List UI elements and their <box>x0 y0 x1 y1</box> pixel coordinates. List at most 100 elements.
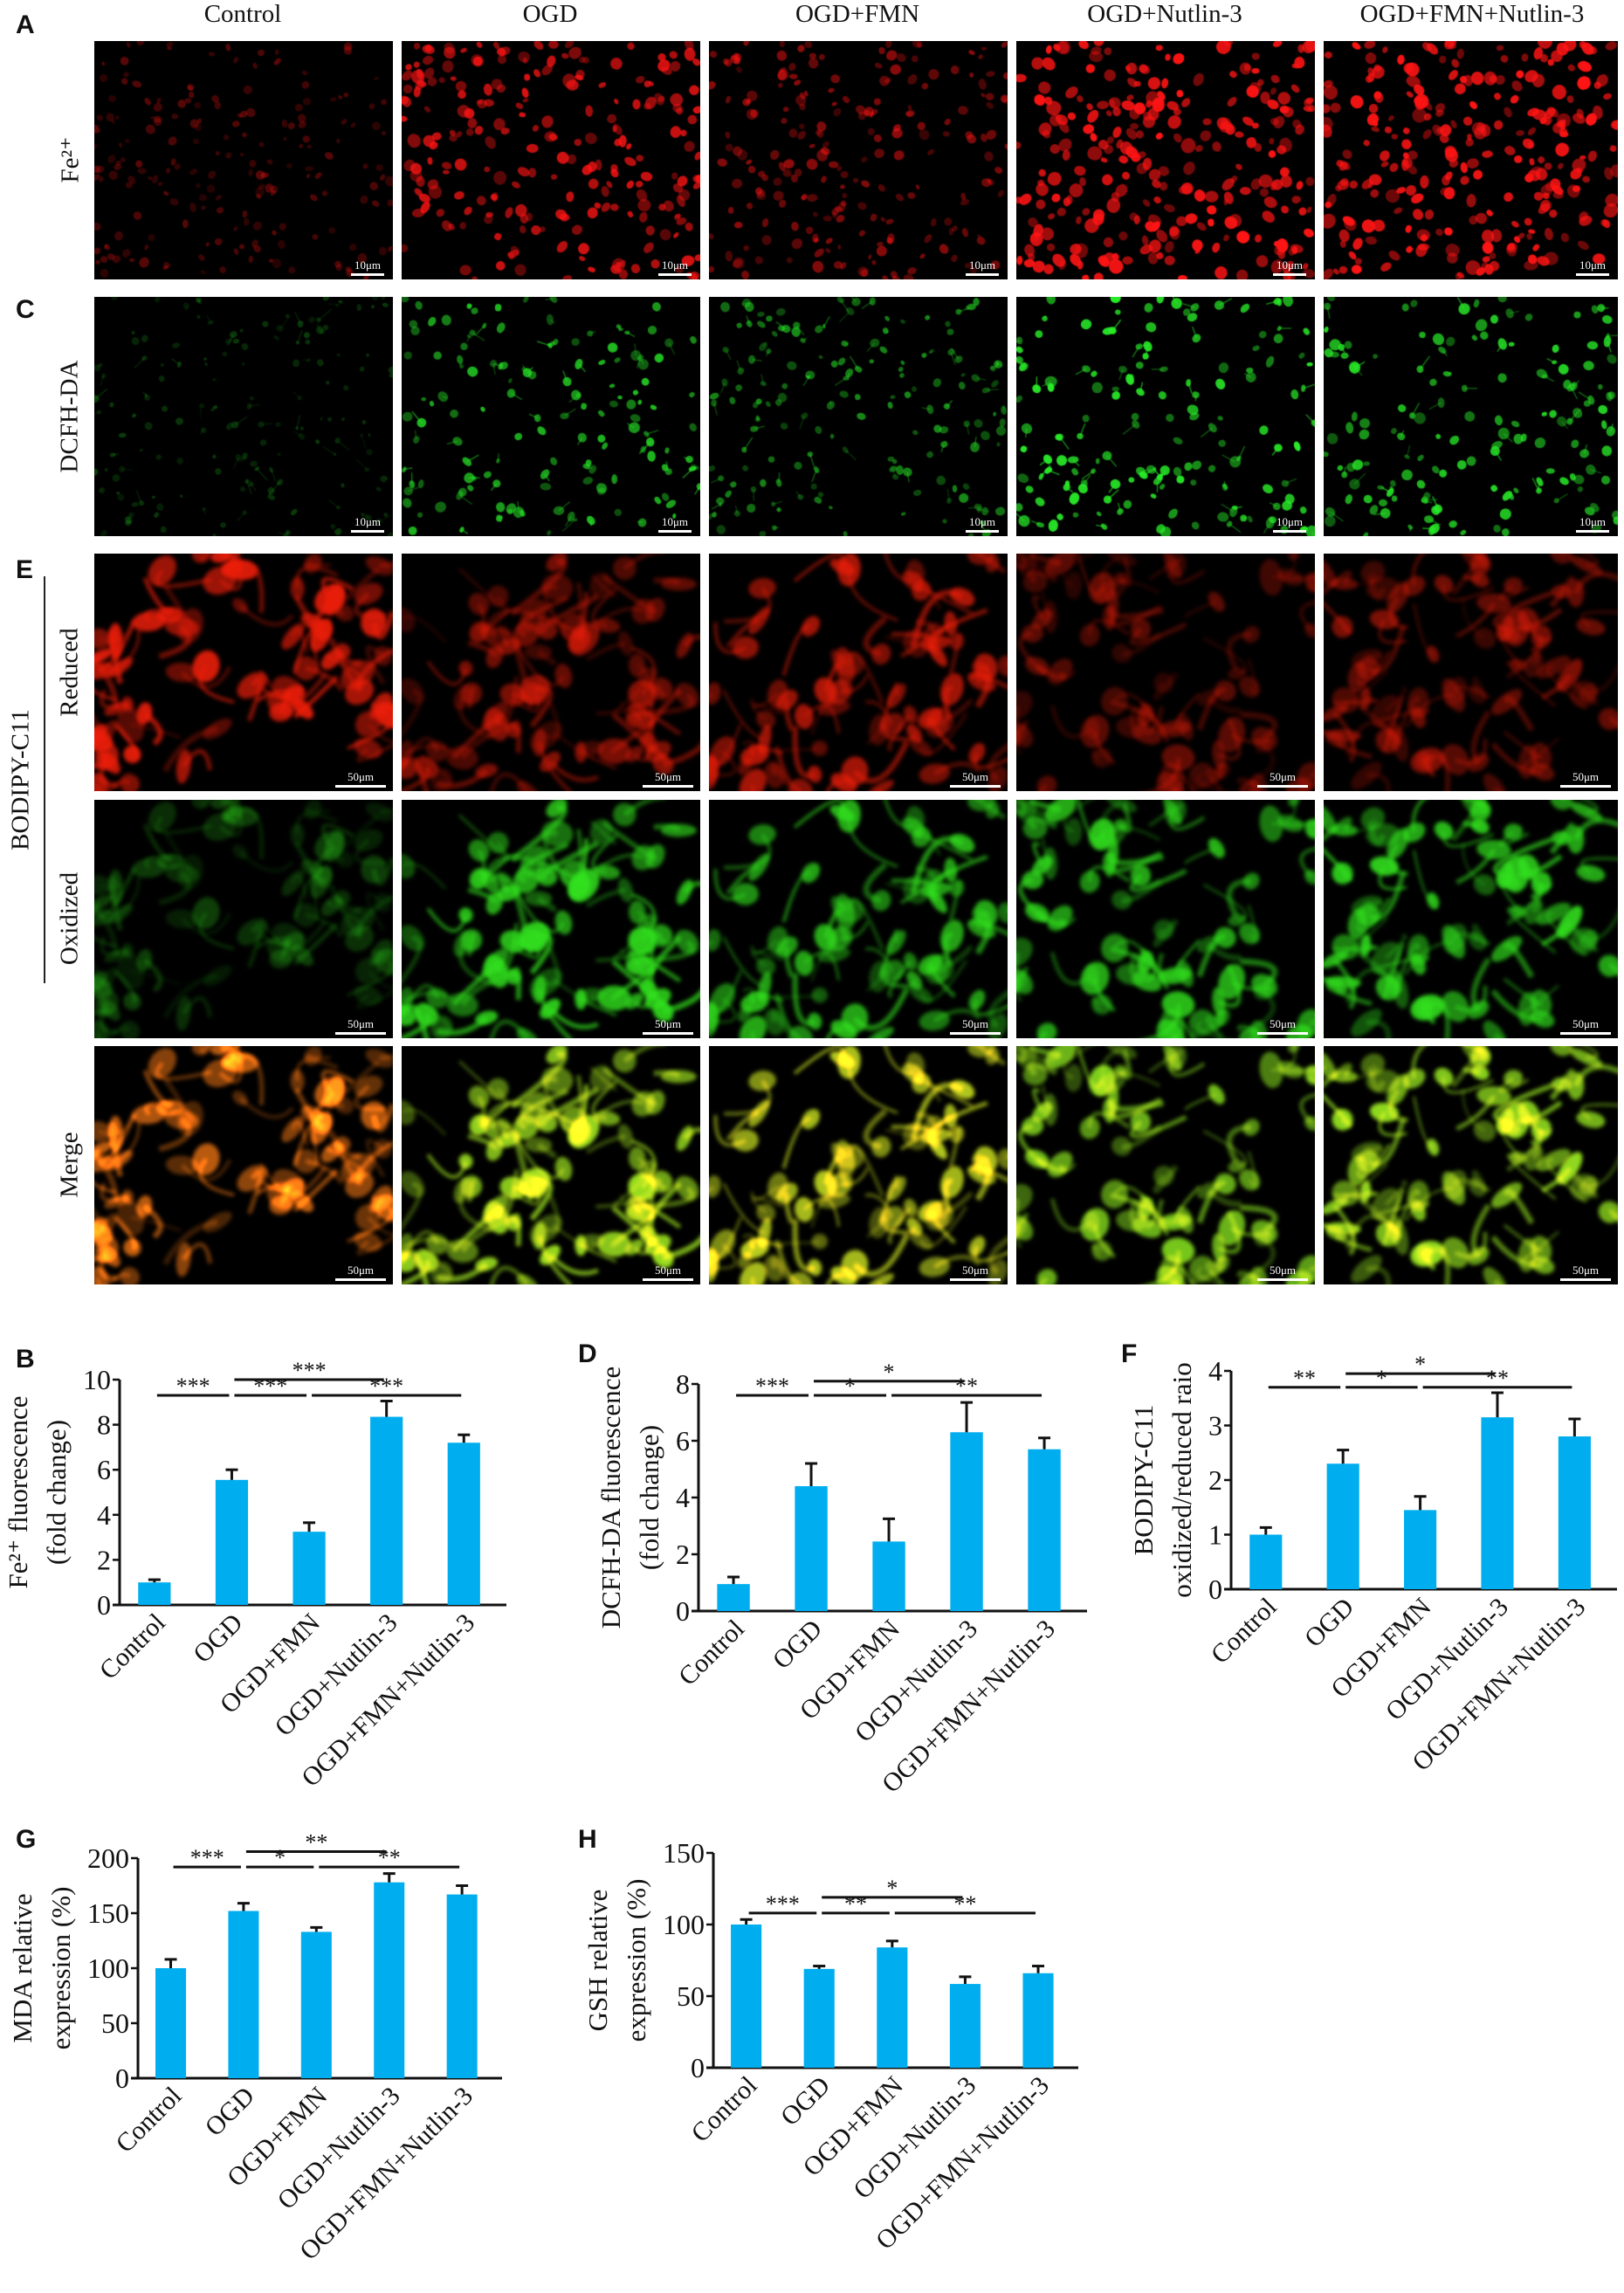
y-axis-label: BODIPY-C11 <box>1128 1405 1159 1556</box>
y-tick-label: 0 <box>97 1589 111 1621</box>
y-axis-label: MDA relative <box>7 1893 38 2042</box>
y-axis-label: oxidized/reduced raio <box>1166 1362 1197 1597</box>
y-axis-label: expression (%) <box>621 1879 651 2042</box>
significance-label: ** <box>378 1845 401 1870</box>
significance-label: * <box>884 1360 895 1385</box>
micrograph-oxidized-0 <box>94 800 393 1038</box>
scale-bar-label: 10μm <box>1579 515 1607 528</box>
scale-bar-line <box>1257 785 1308 788</box>
y-tick-label: 0 <box>676 1595 690 1627</box>
micrograph-merge-4 <box>1324 1046 1618 1284</box>
scale-bar: 10μm <box>966 258 999 276</box>
micrograph-reduced-3 <box>1016 554 1315 791</box>
y-tick-label: 50 <box>677 1980 705 2012</box>
significance-label: *** <box>253 1374 287 1399</box>
y-tick-label: 100 <box>87 1952 129 1984</box>
scale-bar-label: 50μm <box>1269 1017 1297 1030</box>
micrograph-merge-2 <box>709 1046 1008 1284</box>
scale-bar-line <box>643 1278 693 1281</box>
column-header-ogd: OGD <box>522 0 578 28</box>
bar <box>292 1532 326 1605</box>
y-axis-label: Fe²⁺ fluorescence <box>3 1395 33 1588</box>
significance-label: ** <box>844 1891 867 1917</box>
category-label: OGD <box>188 1608 248 1669</box>
scale-bar-label: 50μm <box>1269 1264 1297 1277</box>
y-tick-label: 0 <box>691 2052 705 2083</box>
panel-letter-d: D <box>578 1339 597 1368</box>
significance-label: *** <box>292 1358 327 1383</box>
scale-bar-line <box>1560 1032 1611 1035</box>
scale-bar-line <box>335 785 386 788</box>
y-axis-label: (fold change) <box>634 1425 664 1570</box>
bar <box>1028 1449 1061 1611</box>
significance-label: *** <box>755 1374 789 1399</box>
micrograph-dcfh-4 <box>1324 297 1618 536</box>
y-tick-label: 150 <box>87 1897 129 1929</box>
scale-bar: 50μm <box>950 770 1001 788</box>
scale-bar-line <box>950 1278 1001 1281</box>
scale-bar-line <box>1560 785 1611 788</box>
scale-bar-label: 50μm <box>961 1017 989 1030</box>
y-tick-label: 3 <box>1208 1410 1222 1442</box>
significance-label: ** <box>305 1829 327 1855</box>
scale-bar-label: 50μm <box>961 1264 989 1277</box>
y-tick-label: 2 <box>97 1544 111 1575</box>
micrograph-reduced-0 <box>94 554 393 791</box>
significance-label: * <box>1376 1366 1387 1391</box>
panel-letter-b: B <box>16 1345 35 1374</box>
scale-bar-label: 10μm <box>1579 258 1607 272</box>
bar <box>717 1584 750 1611</box>
scale-bar-label: 50μm <box>1269 770 1297 783</box>
micrograph-fe-2 <box>709 41 1008 279</box>
column-header-control: Control <box>203 0 282 28</box>
scale-bar-line <box>950 1032 1001 1035</box>
scale-bar: 50μm <box>643 1264 693 1281</box>
micrograph-merge-3 <box>1016 1046 1315 1284</box>
panel-letter-a: A <box>16 10 35 39</box>
scale-bar: 10μm <box>1273 515 1306 533</box>
y-tick-label: 8 <box>97 1409 111 1441</box>
micrograph-fe-4 <box>1324 41 1618 279</box>
bar <box>877 1947 908 2068</box>
bar <box>872 1541 905 1611</box>
y-tick-label: 150 <box>663 1837 705 1869</box>
scale-bar-line <box>966 273 999 276</box>
scale-bar-label: 50μm <box>654 770 682 783</box>
scale-bar: 50μm <box>950 1017 1001 1035</box>
significance-label: ** <box>955 1374 978 1399</box>
y-tick-label: 4 <box>676 1482 690 1513</box>
bar <box>1249 1534 1283 1589</box>
y-axis-label: DCFH-DA fluorescence <box>595 1367 626 1629</box>
scale-bar: 50μm <box>1560 1264 1611 1281</box>
micrograph-fe-1 <box>402 41 700 279</box>
y-tick-label: 200 <box>87 1842 129 1874</box>
bar <box>300 1931 332 2078</box>
scale-bar-line <box>335 1278 386 1281</box>
bar <box>731 1925 762 2068</box>
panel-letter-f: F <box>1121 1339 1138 1368</box>
scale-bar: 50μm <box>1560 770 1611 788</box>
scale-bar: 10μm <box>1576 258 1609 276</box>
micrograph-dcfh-3 <box>1016 297 1315 536</box>
y-axis-label: expression (%) <box>45 1887 76 2050</box>
scale-bar-line <box>1257 1032 1308 1035</box>
micrograph-oxidized-3 <box>1016 800 1315 1038</box>
scale-bar: 50μm <box>335 1264 386 1281</box>
scale-bar-label: 10μm <box>661 515 689 528</box>
y-tick-label: 4 <box>97 1499 111 1531</box>
scale-bar-label: 50μm <box>1572 770 1600 783</box>
scale-bar-line <box>658 530 692 533</box>
micrograph-fe-3 <box>1016 41 1315 279</box>
scale-bar: 50μm <box>1257 770 1308 788</box>
panel-letter-h: H <box>578 1825 597 1854</box>
micrograph-reduced-4 <box>1324 554 1618 791</box>
scale-bar-label: 50μm <box>1572 1017 1600 1030</box>
micrograph-dcfh-1 <box>402 297 700 536</box>
micrograph-dcfh-2 <box>709 297 1008 536</box>
column-header-ogd-fmn: OGD+FMN <box>795 0 920 28</box>
micrograph-fe-0 <box>94 41 393 279</box>
